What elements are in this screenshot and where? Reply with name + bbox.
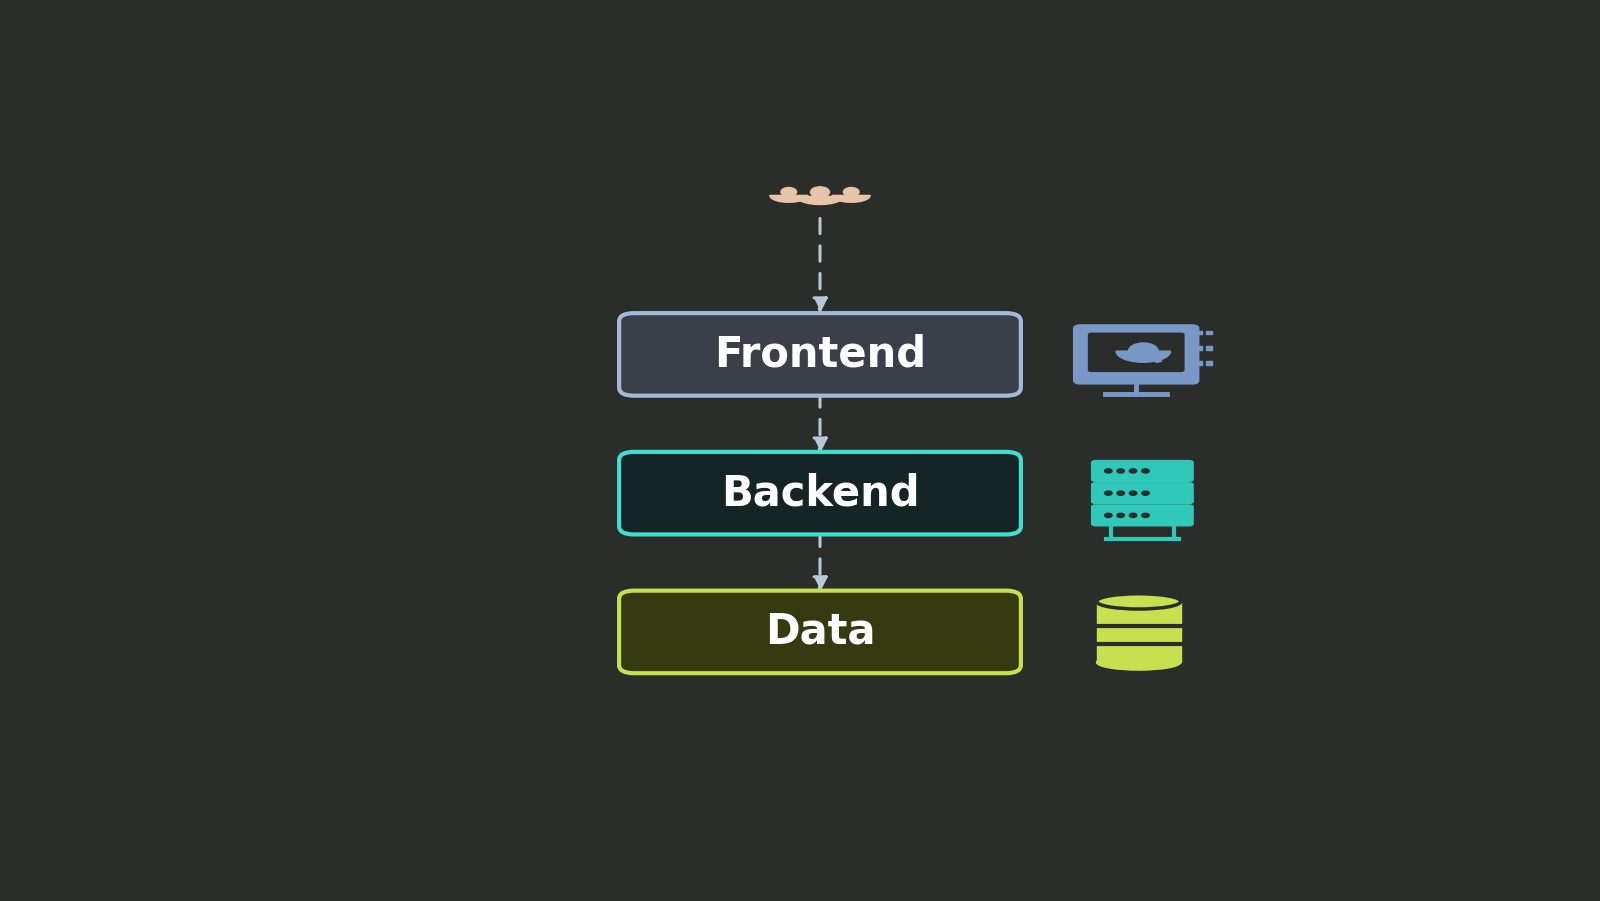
Circle shape [1104,491,1112,496]
Bar [1206,331,1211,334]
Bar [1186,361,1192,365]
FancyBboxPatch shape [619,452,1021,534]
Circle shape [1130,514,1138,517]
Circle shape [781,187,797,196]
FancyBboxPatch shape [1091,505,1194,526]
Bar [1186,331,1192,334]
Circle shape [1104,514,1112,517]
Circle shape [843,187,859,196]
Circle shape [1142,491,1149,496]
Ellipse shape [1096,655,1181,670]
Circle shape [1117,514,1125,517]
Circle shape [1130,469,1138,473]
Circle shape [1142,469,1149,473]
Text: Data: Data [765,611,875,653]
Circle shape [1142,514,1149,517]
FancyBboxPatch shape [1091,460,1194,482]
Circle shape [811,187,829,197]
Polygon shape [1117,351,1171,362]
FancyBboxPatch shape [1088,332,1184,372]
FancyBboxPatch shape [1091,482,1194,505]
Polygon shape [1096,601,1181,662]
Bar [1186,346,1192,350]
Ellipse shape [1096,594,1181,609]
FancyBboxPatch shape [619,314,1021,396]
Bar [1195,346,1202,350]
Text: Frontend: Frontend [714,333,926,376]
Bar [1195,331,1202,334]
Circle shape [1117,491,1125,496]
Circle shape [1117,469,1125,473]
Circle shape [1128,343,1158,359]
FancyBboxPatch shape [1074,324,1200,385]
Circle shape [1130,491,1138,496]
Polygon shape [770,196,808,202]
Bar [1206,361,1211,365]
FancyBboxPatch shape [619,591,1021,673]
Bar [1206,346,1211,350]
Circle shape [1104,469,1112,473]
Polygon shape [832,196,870,202]
Polygon shape [797,196,843,205]
Text: Backend: Backend [720,472,920,514]
Bar [1195,361,1202,365]
